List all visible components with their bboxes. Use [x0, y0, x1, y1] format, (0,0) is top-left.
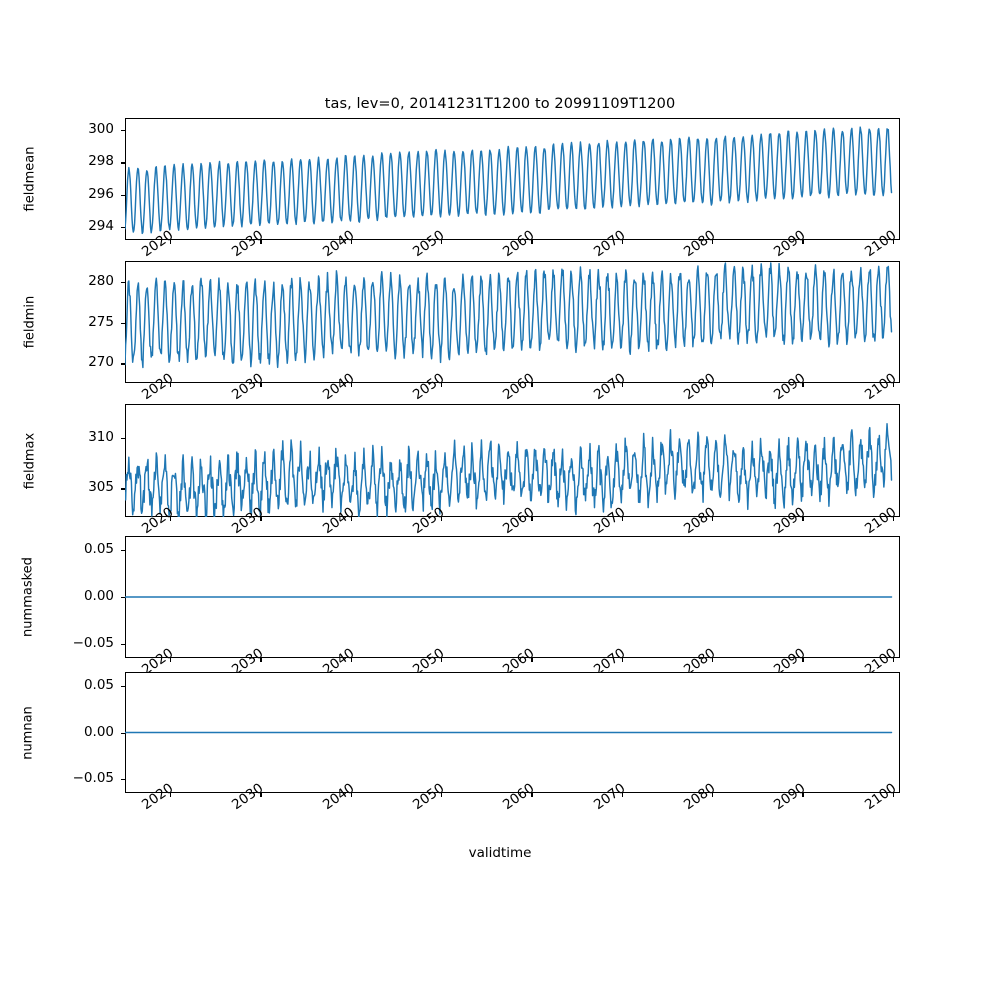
x-tick-mark [170, 517, 172, 521]
x-tick-mark [892, 517, 894, 521]
x-tick-mark [621, 793, 623, 797]
y-tick-label: 0.00 [83, 588, 114, 604]
x-tick-mark [441, 658, 443, 662]
x-tick-mark [712, 517, 714, 521]
y-tick-label: 0.05 [83, 676, 114, 693]
subplot-fieldmax [125, 404, 900, 517]
x-tick-mark [260, 383, 262, 387]
y-tick-label: 294 [88, 218, 114, 235]
x-tick-mark [260, 793, 262, 797]
x-tick-mark [621, 658, 623, 662]
x-tick-mark [531, 658, 533, 662]
y-tick-mark [121, 363, 125, 365]
x-tick-mark [531, 793, 533, 797]
x-tick-mark [170, 383, 172, 387]
x-tick-mark [802, 240, 804, 244]
y-tick-label: 310 [88, 428, 114, 445]
y-tick-mark [121, 437, 125, 439]
subplot-nummasked [125, 536, 900, 658]
y-tick-label: 275 [88, 313, 114, 330]
x-tick-mark [712, 240, 714, 244]
y-tick-mark [121, 130, 125, 132]
x-tick-mark [531, 517, 533, 521]
x-tick-mark [802, 517, 804, 521]
x-axis-label: validtime [468, 845, 532, 861]
y-tick-label: 298 [88, 153, 114, 170]
x-tick-mark [441, 240, 443, 244]
y-tick-label: 0.05 [83, 541, 114, 558]
y-tick-mark [121, 194, 125, 196]
y-axis-label-fieldmax: fieldmax [22, 432, 38, 489]
y-axis-label-numnan: numnan [20, 705, 36, 760]
y-tick-label: 296 [88, 185, 114, 202]
y-axis-label-fieldmean: fieldmean [22, 146, 38, 212]
data-line-numnan [125, 731, 893, 734]
y-tick-label: −0.05 [72, 770, 114, 787]
y-tick-mark [121, 282, 125, 284]
data-line-nummasked [125, 596, 893, 598]
y-tick-mark [121, 643, 125, 646]
x-tick-mark [170, 658, 172, 662]
y-tick-mark [121, 162, 125, 164]
x-tick-mark [802, 793, 804, 797]
x-tick-mark [531, 240, 533, 244]
subplot-numnan [125, 672, 900, 793]
y-tick-mark [121, 322, 125, 324]
x-tick-mark [712, 793, 714, 797]
x-tick-mark [260, 240, 262, 244]
y-tick-label: 280 [88, 273, 114, 290]
x-tick-mark [350, 240, 352, 244]
x-tick-mark [892, 793, 894, 797]
x-tick-mark [621, 517, 623, 521]
x-tick-mark [350, 517, 352, 521]
y-tick-mark [121, 227, 125, 229]
x-tick-mark [350, 383, 352, 387]
x-tick-mark [712, 658, 714, 662]
x-tick-mark [350, 658, 352, 662]
axes-frame-fieldmin [125, 261, 900, 383]
x-tick-mark [621, 383, 623, 387]
x-tick-mark [350, 793, 352, 797]
data-line-fieldmean [125, 126, 893, 235]
x-tick-mark [892, 240, 894, 244]
y-tick-label: −0.05 [72, 634, 114, 651]
x-tick-mark [441, 383, 443, 387]
y-tick-mark [121, 779, 125, 781]
x-tick-mark [531, 383, 533, 387]
y-tick-mark [121, 488, 125, 490]
chart-title: tas, lev=0, 20141231T1200 to 20991109T12… [324, 96, 676, 112]
y-tick-mark [121, 732, 125, 734]
y-tick-label: 305 [88, 479, 114, 496]
data-line-fieldmin [125, 262, 893, 369]
x-tick-mark [170, 793, 172, 797]
x-tick-mark [712, 383, 714, 387]
y-tick-mark [121, 685, 125, 688]
data-line-fieldmax [125, 423, 893, 517]
y-tick-label: 270 [88, 354, 114, 371]
y-tick-mark [121, 550, 125, 552]
x-tick-mark [802, 658, 804, 662]
x-tick-mark [260, 658, 262, 662]
x-tick-mark [802, 383, 804, 387]
y-tick-label: 0.00 [83, 723, 114, 740]
y-axis-label-nummasked: nummasked [20, 557, 36, 637]
subplot-fieldmean [125, 118, 900, 240]
y-tick-mark [121, 597, 125, 599]
y-axis-label-fieldmin: fieldmin [22, 295, 38, 349]
subplot-fieldmin [125, 261, 900, 383]
y-tick-label: 300 [88, 121, 114, 138]
x-tick-mark [260, 517, 262, 521]
x-tick-mark [892, 658, 894, 662]
x-tick-mark [441, 793, 443, 797]
x-tick-mark [170, 240, 172, 244]
x-tick-mark [441, 517, 443, 521]
x-tick-mark [892, 383, 894, 387]
x-tick-mark [621, 240, 623, 244]
